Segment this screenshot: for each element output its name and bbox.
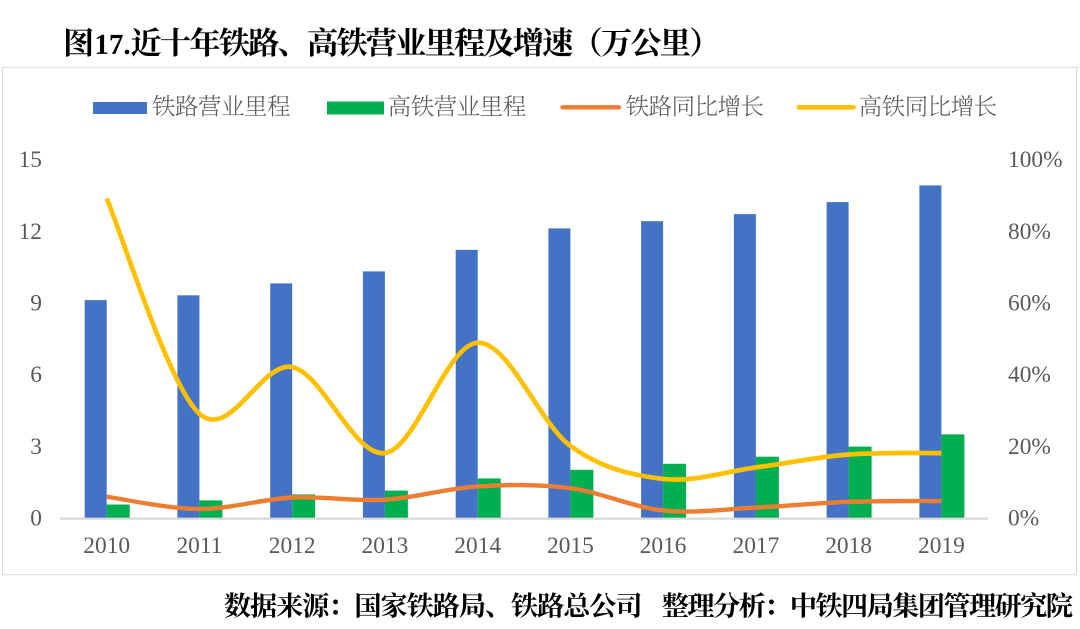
svg-text:9: 9 [30,291,42,317]
svg-text:2014: 2014 [454,533,501,559]
svg-text:2011: 2011 [176,533,222,559]
svg-text:0%: 0% [1008,506,1039,532]
svg-text:0: 0 [30,506,42,532]
svg-text:40%: 40% [1008,362,1051,388]
svg-text:2013: 2013 [362,533,409,559]
svg-text:100%: 100% [1008,147,1063,173]
svg-text:2019: 2019 [918,533,965,559]
svg-text:20%: 20% [1008,434,1051,460]
svg-text:60%: 60% [1008,291,1051,317]
svg-text:2016: 2016 [640,533,687,559]
svg-text:80%: 80% [1008,219,1051,245]
svg-text:2017: 2017 [733,533,780,559]
svg-text:3: 3 [30,434,42,460]
svg-text:2010: 2010 [83,533,130,559]
svg-text:6: 6 [30,362,42,388]
svg-text:2018: 2018 [825,533,872,559]
svg-text:2012: 2012 [269,533,316,559]
svg-text:2015: 2015 [547,533,594,559]
svg-text:12: 12 [19,219,42,245]
svg-text:15: 15 [19,147,42,173]
